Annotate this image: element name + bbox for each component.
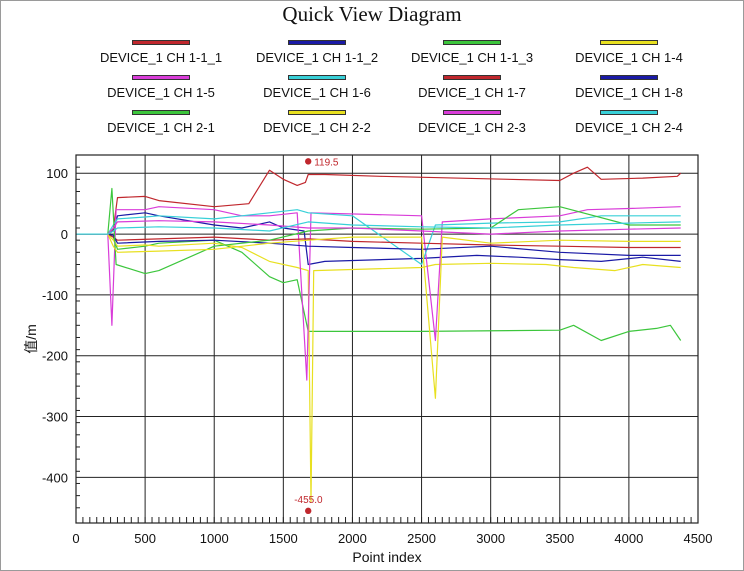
y-tick-label: 100	[46, 166, 68, 181]
legend-swatch	[132, 110, 190, 115]
legend-swatch	[443, 110, 501, 115]
annotation-label: -455.0	[294, 495, 323, 506]
series-line	[76, 212, 681, 266]
legend-swatch	[600, 75, 658, 80]
series-line	[76, 233, 681, 399]
x-tick-label: 0	[72, 531, 79, 546]
legend-label: DEVICE_1 CH 2-1	[107, 120, 215, 135]
x-tick-label: 3000	[476, 531, 505, 546]
legend-item: DEVICE_1 CH 1-1_3	[387, 40, 557, 72]
legend-label: DEVICE_1 CH 1-1_3	[410, 50, 534, 65]
legend-swatch	[600, 40, 658, 45]
legend-item: DEVICE_1 CH 1-8	[544, 75, 714, 107]
chart-legend: DEVICE_1 CH 1-1_1 DEVICE_1 CH 1-1_2 DEVICE…	[0, 0, 744, 150]
legend-label: DEVICE_1 CH 1-1_2	[255, 50, 379, 65]
y-tick-label: -300	[42, 410, 68, 425]
x-tick-label: 1500	[269, 531, 298, 546]
y-tick-label: -400	[42, 470, 68, 485]
annotation-marker	[305, 507, 312, 515]
y-tick-label: -100	[42, 288, 68, 303]
legend-label: DEVICE_1 CH 1-4	[575, 50, 683, 65]
x-tick-label: 1000	[200, 531, 229, 546]
legend-item: DEVICE_1 CH 1-1_2	[232, 40, 402, 72]
y-tick-label: -200	[42, 349, 68, 364]
annotation-marker	[305, 158, 312, 165]
series-line	[76, 233, 681, 503]
legend-item: DEVICE_1 CH 1-5	[76, 75, 246, 107]
x-tick-label: 4000	[614, 531, 643, 546]
series-line	[76, 206, 681, 381]
legend-label: DEVICE_1 CH 1-6	[263, 85, 371, 100]
series-line	[76, 221, 681, 235]
x-axis-title: Point index	[352, 549, 421, 565]
legend-item: DEVICE_1 CH 1-6	[232, 75, 402, 107]
y-tick-label: 0	[61, 227, 68, 242]
legend-label: DEVICE_1 CH 2-2	[263, 120, 371, 135]
legend-swatch	[443, 40, 501, 45]
x-tick-label: 4500	[684, 531, 713, 546]
legend-swatch	[288, 40, 346, 45]
series-line	[76, 166, 682, 235]
legend-item: DEVICE_1 CH 1-4	[544, 40, 714, 72]
legend-swatch	[288, 110, 346, 115]
legend-label: DEVICE_1 CH 2-4	[575, 120, 683, 135]
legend-item: DEVICE_1 CH 2-4	[544, 110, 714, 142]
x-tick-label: 500	[134, 531, 156, 546]
legend-swatch	[132, 75, 190, 80]
legend-item: DEVICE_1 CH 1-7	[387, 75, 557, 107]
x-tick-label: 2500	[407, 531, 436, 546]
series-line	[76, 209, 681, 266]
legend-swatch	[132, 40, 190, 45]
axes: 0 500 1000 1500 2000 2500 3000 3500 4000 45001000…	[23, 154, 713, 565]
legend-item: DEVICE_1 CH 2-1	[76, 110, 246, 142]
legend-label: DEVICE_1 CH 1-8	[575, 85, 683, 100]
y-axis-title: 值/m	[23, 324, 39, 354]
legend-label: DEVICE_1 CH 1-5	[107, 85, 215, 100]
legend-item: DEVICE_1 CH 2-2	[232, 110, 402, 142]
x-tick-label: 2000	[338, 531, 367, 546]
legend-swatch	[288, 75, 346, 80]
series-lines	[76, 166, 682, 503]
plot-border	[75, 154, 699, 524]
legend-label: DEVICE_1 CH 2-3	[418, 120, 526, 135]
x-tick-label: 3500	[545, 531, 574, 546]
annotations: 119.5 -455.0	[294, 157, 339, 515]
legend-label: DEVICE_1 CH 1-7	[418, 85, 526, 100]
chart-title: Quick View Diagram	[282, 2, 462, 26]
legend-item: DEVICE_1 CH 2-3	[387, 110, 557, 142]
series-line	[76, 233, 682, 342]
legend-swatch	[443, 75, 501, 80]
legend-label: DEVICE_1 CH 1-1_1	[99, 50, 223, 65]
legend-swatch	[600, 110, 658, 115]
legend-item: DEVICE_1 CH 1-1_1	[76, 40, 246, 72]
annotation-label: 119.5	[314, 157, 339, 168]
